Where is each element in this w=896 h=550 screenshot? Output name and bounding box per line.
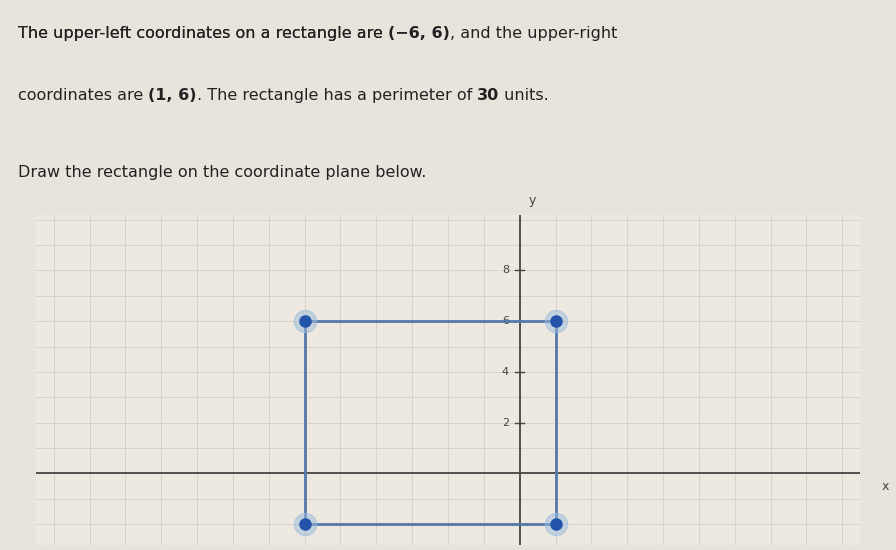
Text: (−6, 6): (−6, 6) — [388, 26, 450, 41]
Text: . The rectangle has a perimeter of: . The rectangle has a perimeter of — [197, 88, 478, 103]
Text: 2: 2 — [502, 417, 509, 428]
Text: 4: 4 — [502, 367, 509, 377]
Text: y: y — [529, 194, 536, 207]
Text: The upper-left coordinates on a rectangle are (−6, 6), and the upper-right: The upper-left coordinates on a rectangl… — [18, 26, 612, 41]
Text: The upper-left coordinates on a rectangle are: The upper-left coordinates on a rectangl… — [18, 26, 388, 41]
Text: , and the upper-right: , and the upper-right — [450, 26, 617, 41]
Text: x: x — [882, 480, 889, 493]
Text: 6: 6 — [502, 316, 509, 326]
Text: 8: 8 — [502, 265, 509, 276]
Text: coordinates are: coordinates are — [18, 88, 149, 103]
Text: Draw the rectangle on the coordinate plane below.: Draw the rectangle on the coordinate pla… — [18, 165, 426, 180]
Text: units.: units. — [499, 88, 549, 103]
Text: The upper-left coordinates on a rectangle are: The upper-left coordinates on a rectangl… — [18, 26, 388, 41]
Text: 30: 30 — [478, 88, 499, 103]
Text: (1, 6): (1, 6) — [149, 88, 197, 103]
